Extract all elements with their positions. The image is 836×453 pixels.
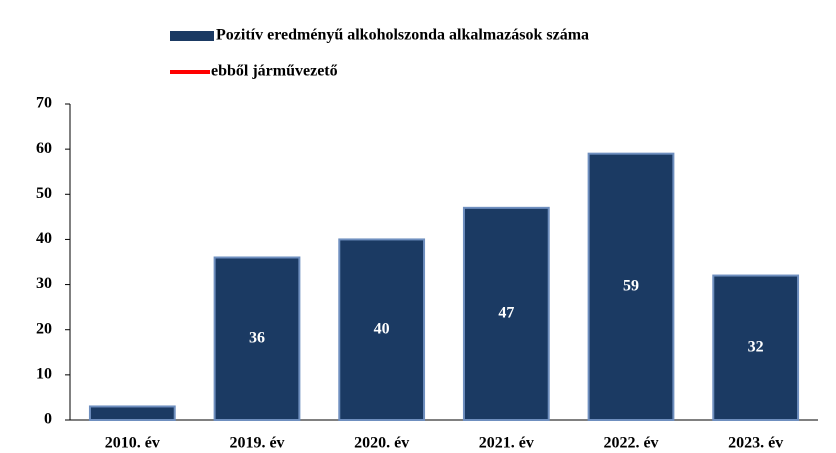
- y-tick-label: 40: [36, 230, 52, 247]
- data-label: 32: [748, 338, 764, 355]
- x-tick-label: 2021. év: [479, 435, 534, 452]
- x-tick-label: 2023. év: [728, 435, 783, 452]
- bar: [88, 405, 176, 422]
- y-tick-label: 60: [36, 140, 52, 157]
- bar: [213, 256, 301, 421]
- bar: [462, 206, 550, 421]
- x-tick-label: 2022. év: [603, 435, 658, 452]
- y-tick-label: 20: [36, 320, 52, 337]
- bar: [712, 274, 800, 421]
- data-label: 40: [374, 320, 390, 337]
- legend-label: Pozitív eredményű alkoholszonda alkalmaz…: [216, 27, 589, 44]
- y-tick-label: 10: [36, 366, 52, 383]
- x-tick-label: 2020. év: [354, 435, 409, 452]
- data-label: 59: [623, 278, 639, 295]
- data-label: 47: [498, 305, 514, 322]
- data-label: 36: [249, 329, 265, 346]
- x-tick-label: 2010. év: [105, 435, 160, 452]
- legend-label: ebből járművezető: [211, 63, 338, 80]
- y-tick-label: 70: [36, 95, 52, 112]
- bar: [338, 238, 426, 421]
- y-tick-label: 50: [36, 185, 52, 202]
- y-tick-label: 30: [36, 275, 52, 292]
- y-tick-label: 0: [44, 411, 52, 428]
- x-tick-label: 2019. év: [229, 435, 284, 452]
- bar: [587, 152, 675, 422]
- legend-swatch: [170, 31, 214, 41]
